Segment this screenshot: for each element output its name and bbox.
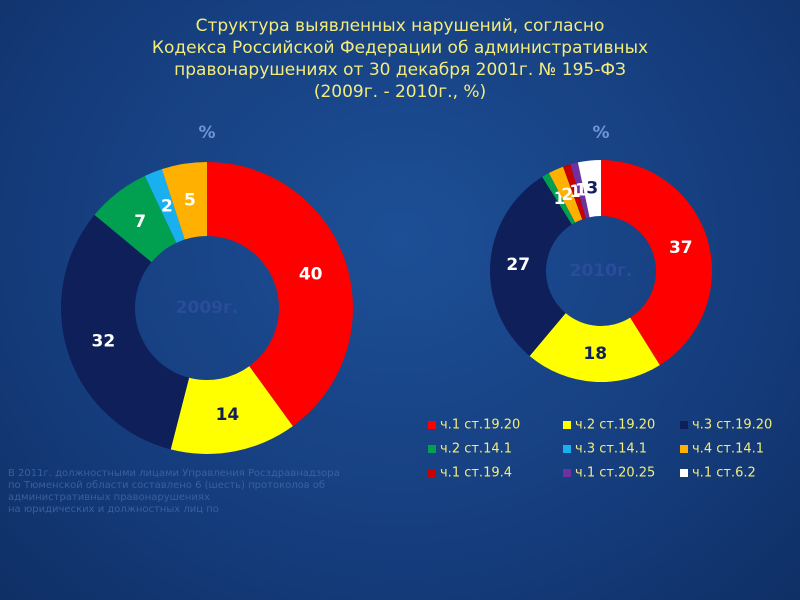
- unit-label: %: [198, 123, 215, 143]
- legend-swatch: [680, 421, 688, 429]
- center-label: 2009г.: [176, 298, 239, 318]
- value-label: 7: [134, 212, 146, 232]
- legend-label: ч.1 ст.20.25: [575, 466, 655, 481]
- donut-slice: [170, 366, 293, 455]
- value-label: 27: [506, 255, 530, 275]
- donut-slice: [548, 166, 583, 223]
- legend-label: ч.2 ст.14.1: [440, 442, 512, 457]
- donut-slice: [207, 162, 354, 427]
- legend-label: ч.1 ст.19.4: [440, 466, 512, 481]
- legend-swatch: [428, 469, 436, 477]
- donut-slice: [94, 175, 177, 263]
- note-line: В 2011г. должностными лицами Управления …: [8, 468, 340, 479]
- value-label: 32: [91, 332, 115, 352]
- legend-swatch: [563, 469, 571, 477]
- note-line: по Тюменской области составлено 6 (шесть…: [8, 480, 325, 491]
- value-label: 3: [586, 178, 598, 198]
- title-line: Структура выявленных нарушений, согласно: [196, 16, 605, 36]
- legend-swatch: [680, 445, 688, 453]
- donut-slice: [161, 162, 207, 240]
- title-line: Кодекса Российской Федерации об админист…: [152, 38, 648, 58]
- donut-slice: [601, 160, 712, 366]
- donut-slice: [60, 214, 190, 450]
- legend-label: ч.4 ст.14.1: [692, 442, 764, 457]
- legend-swatch: [428, 445, 436, 453]
- donut-slice: [489, 176, 572, 357]
- value-label: 5: [184, 190, 196, 210]
- legend-label: ч.3 ст.19.20: [692, 418, 772, 433]
- donut-slice: [563, 164, 586, 220]
- legend-swatch: [428, 421, 436, 429]
- note-line: административных правонарушениях: [8, 492, 210, 503]
- title-line: правонарушениях от 30 декабря 2001г. № 1…: [174, 60, 626, 80]
- value-label: 1: [554, 189, 566, 209]
- donut-slice: [577, 160, 601, 218]
- donut-slice: [529, 313, 660, 383]
- value-label: 1: [575, 180, 587, 200]
- legend-label: ч.1 ст.19.20: [440, 418, 520, 433]
- donut-slice: [144, 169, 185, 243]
- center-label: 2010г.: [570, 261, 633, 281]
- legend-label: ч.2 ст.19.20: [575, 418, 655, 433]
- value-label: 2: [161, 197, 173, 217]
- donut-slice: [542, 172, 576, 225]
- value-label: 40: [299, 264, 323, 284]
- value-label: 2: [561, 185, 573, 205]
- unit-label: %: [592, 123, 609, 143]
- value-label: 14: [216, 405, 240, 425]
- legend-swatch: [563, 445, 571, 453]
- donut-slice: [570, 162, 590, 219]
- legend-label: ч.3 ст.14.1: [575, 442, 647, 457]
- value-label: 1: [569, 182, 581, 202]
- title-line: (2009г. - 2010г., %): [314, 82, 486, 102]
- value-label: 37: [669, 238, 693, 258]
- value-label: 18: [583, 344, 607, 364]
- legend-swatch: [680, 469, 688, 477]
- legend-label: ч.1 ст.6.2: [692, 466, 756, 481]
- legend-swatch: [563, 421, 571, 429]
- note-line: на юридических и должностных лиц по: [8, 504, 219, 515]
